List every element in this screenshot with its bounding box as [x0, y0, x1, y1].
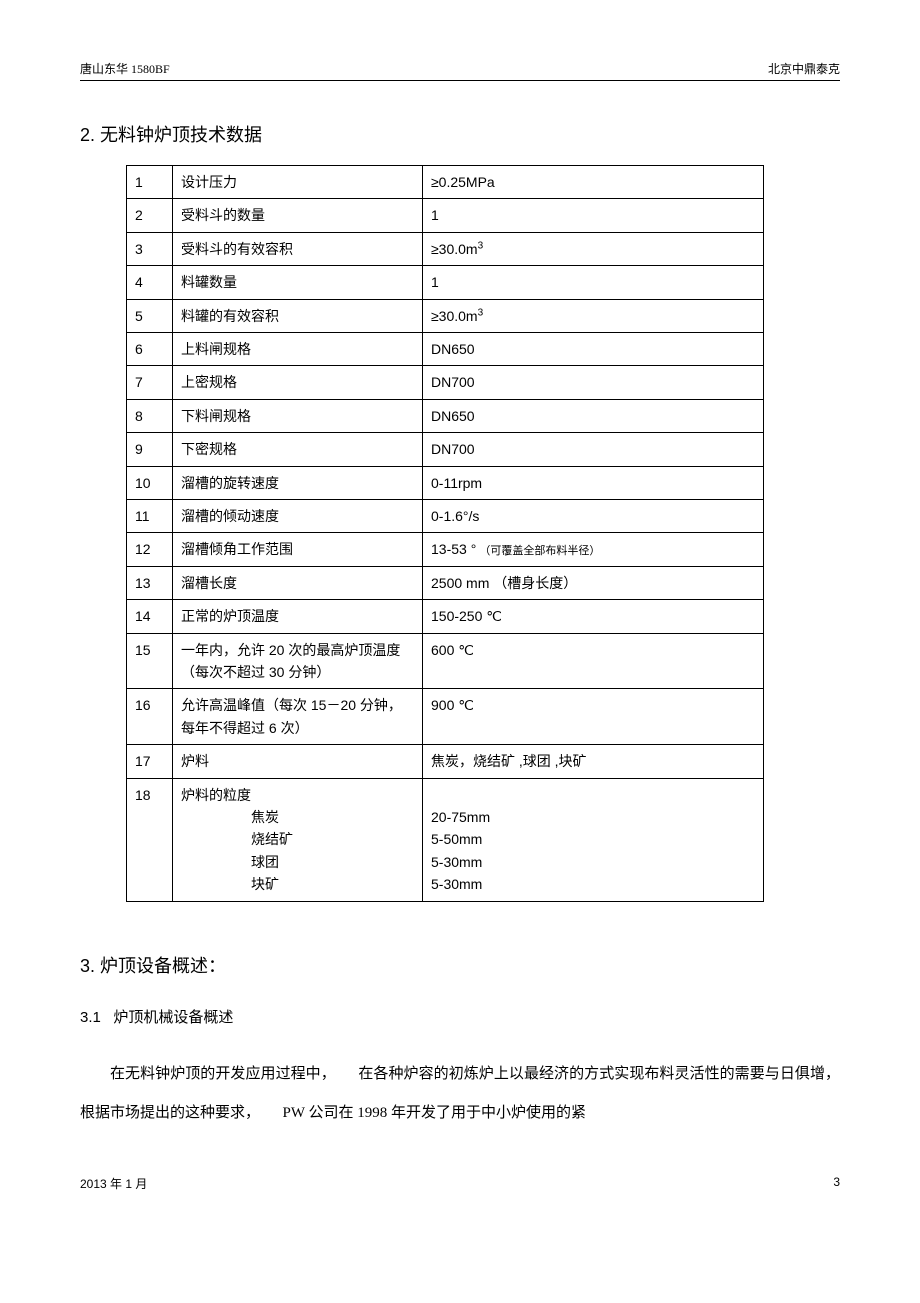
- row-value: DN650: [423, 332, 764, 365]
- row-label: 炉料的粒度焦炭烧结矿球团块矿: [173, 778, 423, 901]
- row-label: 溜槽长度: [173, 566, 423, 599]
- section3-1-heading: 炉顶机械设备概述: [113, 1009, 233, 1026]
- row-number: 18: [127, 778, 173, 901]
- table-row: 5料罐的有效容积≥30.0m3: [127, 299, 764, 332]
- table-row: 12溜槽倾角工作范围13-53 ° （可覆盖全部布料半径）: [127, 533, 764, 567]
- row-label: 下料闸规格: [173, 399, 423, 432]
- row-value: 焦炭，烧结矿 ,球团 ,块矿: [423, 745, 764, 778]
- material-name: 球团: [181, 851, 414, 873]
- row-value: 0-11rpm: [423, 466, 764, 499]
- row-value: 1: [423, 266, 764, 299]
- table-row: 7上密规格DN700: [127, 366, 764, 399]
- row-value: ≥30.0m3: [423, 232, 764, 265]
- material-name: 块矿: [181, 873, 414, 895]
- material-name: 烧结矿: [181, 828, 414, 850]
- table-row: 17炉料焦炭，烧结矿 ,球团 ,块矿: [127, 745, 764, 778]
- table-row: 10溜槽的旋转速度0-11rpm: [127, 466, 764, 499]
- tech-data-table: 1设计压力≥0.25MPa2受料斗的数量13受料斗的有效容积≥30.0m34料罐…: [126, 165, 764, 902]
- row-number: 1: [127, 166, 173, 199]
- row-label: 受料斗的有效容积: [173, 232, 423, 265]
- table-row: 13溜槽长度2500 mm （槽身长度）: [127, 566, 764, 599]
- section3-number: 3.: [80, 956, 95, 976]
- page-footer: 2013 年 1 月 3: [80, 1173, 840, 1192]
- row-label: 设计压力: [173, 166, 423, 199]
- row-value: 150-250 ℃: [423, 600, 764, 633]
- row-number: 5: [127, 299, 173, 332]
- footer-page-number: 3: [833, 1175, 840, 1192]
- row-value: 1: [423, 199, 764, 232]
- row-number: 13: [127, 566, 173, 599]
- table-row: 1设计压力≥0.25MPa: [127, 166, 764, 199]
- row-label: 上密规格: [173, 366, 423, 399]
- row-label: 溜槽的倾动速度: [173, 499, 423, 532]
- row-number: 14: [127, 600, 173, 633]
- page-header: 唐山东华 1580BF 北京中鼎泰克: [80, 60, 840, 81]
- row-label: 下密规格: [173, 433, 423, 466]
- row-label: 正常的炉顶温度: [173, 600, 423, 633]
- section2-title: 2. 无料钟炉顶技术数据: [80, 121, 840, 147]
- row-value: 20-75mm5-50mm5-30mm5-30mm: [423, 778, 764, 901]
- table-row: 9下密规格DN700: [127, 433, 764, 466]
- row-number: 3: [127, 232, 173, 265]
- section3-heading: 炉顶设备概述：: [100, 956, 226, 976]
- row-label: 炉料: [173, 745, 423, 778]
- row-value: DN700: [423, 366, 764, 399]
- row-label: 一年内，允许 20 次的最高炉顶温度（每次不超过 30 分钟）: [173, 633, 423, 689]
- row-label: 溜槽倾角工作范围: [173, 533, 423, 567]
- row-number: 16: [127, 689, 173, 745]
- table-row: 8下料闸规格DN650: [127, 399, 764, 432]
- table-row: 2受料斗的数量1: [127, 199, 764, 232]
- page: 唐山东华 1580BF 北京中鼎泰克 2. 无料钟炉顶技术数据 1设计压力≥0.…: [0, 0, 920, 1232]
- row-label: 料罐的有效容积: [173, 299, 423, 332]
- material-value: 20-75mm: [431, 806, 755, 828]
- material-value: 5-30mm: [431, 851, 755, 873]
- row-value: ≥0.25MPa: [423, 166, 764, 199]
- row-value: 2500 mm （槽身长度）: [423, 566, 764, 599]
- row-number: 6: [127, 332, 173, 365]
- row-value: ≥30.0m3: [423, 299, 764, 332]
- row-value: 600 ℃: [423, 633, 764, 689]
- table-row: 16允许高温峰值（每次 15－20 分钟，每年不得超过 6 次）900 ℃: [127, 689, 764, 745]
- row-value: DN700: [423, 433, 764, 466]
- row-number: 4: [127, 266, 173, 299]
- row-number: 11: [127, 499, 173, 532]
- row-number: 17: [127, 745, 173, 778]
- table-row: 11溜槽的倾动速度0-1.6°/s: [127, 499, 764, 532]
- row-value: 0-1.6°/s: [423, 499, 764, 532]
- material-value: 5-30mm: [431, 873, 755, 895]
- row-label: 允许高温峰值（每次 15－20 分钟，每年不得超过 6 次）: [173, 689, 423, 745]
- section3-1-number: 3.1: [80, 1009, 101, 1026]
- row-number: 8: [127, 399, 173, 432]
- table-row: 15一年内，允许 20 次的最高炉顶温度（每次不超过 30 分钟）600 ℃: [127, 633, 764, 689]
- row-value: DN650: [423, 399, 764, 432]
- table-row: 18炉料的粒度焦炭烧结矿球团块矿 20-75mm5-50mm5-30mm5-30…: [127, 778, 764, 901]
- row-label: 溜槽的旋转速度: [173, 466, 423, 499]
- row-number: 9: [127, 433, 173, 466]
- row-label: 受料斗的数量: [173, 199, 423, 232]
- footer-date: 2013 年 1 月: [80, 1175, 147, 1192]
- table-row: 14正常的炉顶温度150-250 ℃: [127, 600, 764, 633]
- row-label: 上料闸规格: [173, 332, 423, 365]
- row-label: 料罐数量: [173, 266, 423, 299]
- section2-heading: 无料钟炉顶技术数据: [100, 125, 262, 145]
- section2-number: 2.: [80, 125, 95, 145]
- material-name: 焦炭: [181, 806, 414, 828]
- section3-paragraph: 在无料钟炉顶的开发应用过程中， 在各种炉容的初炼炉上以最经济的方式实现布料灵活性…: [80, 1055, 840, 1133]
- row-value: 13-53 ° （可覆盖全部布料半径）: [423, 533, 764, 567]
- header-left: 唐山东华 1580BF: [80, 60, 170, 77]
- section3-1-title: 3.1 炉顶机械设备概述: [80, 1006, 840, 1027]
- row-value-note: （可覆盖全部布料半径）: [476, 545, 600, 557]
- table-row: 4料罐数量1: [127, 266, 764, 299]
- row-number: 12: [127, 533, 173, 567]
- section3-title: 3. 炉顶设备概述：: [80, 952, 840, 978]
- row-value: 900 ℃: [423, 689, 764, 745]
- row-number: 15: [127, 633, 173, 689]
- row-number: 10: [127, 466, 173, 499]
- material-value: 5-50mm: [431, 828, 755, 850]
- table-row: 3受料斗的有效容积≥30.0m3: [127, 232, 764, 265]
- row-number: 2: [127, 199, 173, 232]
- header-right: 北京中鼎泰克: [768, 60, 840, 77]
- row-number: 7: [127, 366, 173, 399]
- table-row: 6上料闸规格DN650: [127, 332, 764, 365]
